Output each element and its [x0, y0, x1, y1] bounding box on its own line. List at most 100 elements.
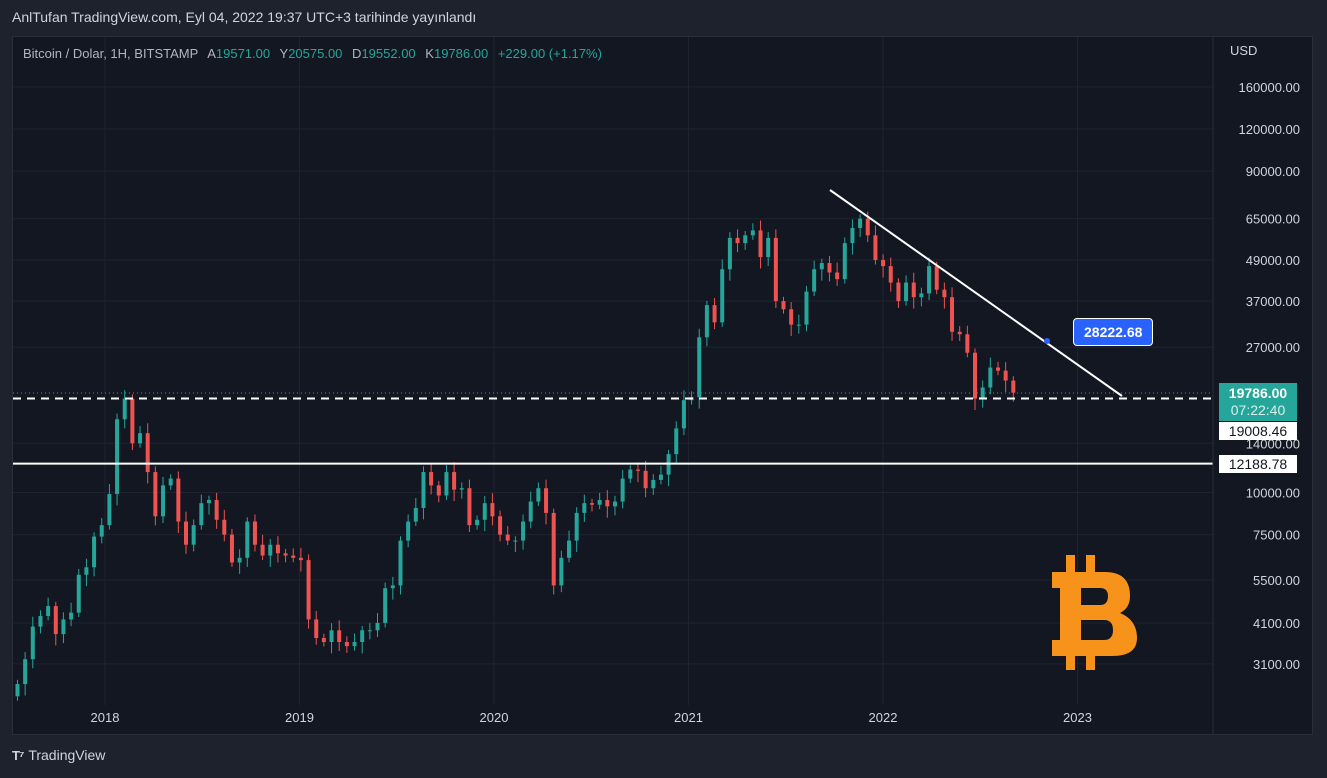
bitcoin-logo [1052, 555, 1137, 670]
candle [781, 296, 786, 314]
candle [367, 623, 372, 640]
current-price-badge: 19786.00 07:22:40 [1219, 383, 1297, 421]
candle [459, 482, 464, 499]
candle [153, 466, 158, 526]
candle [628, 465, 633, 484]
candle [375, 613, 380, 638]
candle [360, 625, 365, 654]
candle [743, 231, 748, 250]
level-1-price-label: 19008.46 [1219, 422, 1297, 440]
candle [260, 534, 265, 561]
candle [130, 394, 135, 451]
candle [521, 514, 526, 550]
trendline-price-label[interactable]: 28222.68 [1073, 318, 1154, 346]
candle [704, 300, 709, 347]
price-tick: 27000.00 [1246, 340, 1300, 355]
current-price: 19786.00 [1228, 385, 1288, 401]
trendline-anchor[interactable] [1044, 338, 1050, 344]
candle [237, 549, 242, 574]
high-value: 20575.00 [288, 46, 343, 61]
low-label: D [352, 46, 362, 61]
candle [773, 229, 778, 308]
tradingview-logo-icon: T⁷ [12, 747, 24, 763]
low-value: 19552.00 [361, 46, 416, 61]
candle [934, 261, 939, 295]
candle [674, 421, 679, 464]
candle [490, 493, 495, 526]
candle [559, 550, 564, 593]
candle [61, 612, 66, 644]
candle [122, 390, 127, 429]
candle [76, 569, 81, 618]
candle [23, 652, 28, 696]
candle [551, 508, 556, 595]
candle [973, 348, 978, 411]
candle [574, 507, 579, 552]
candle [620, 470, 625, 509]
time-tick: 2019 [285, 710, 314, 725]
ohlc-legend: Bitcoin / Dolar, 1H, BITSTAMP A19571.00 … [23, 46, 608, 61]
candle [30, 616, 35, 669]
candle [298, 547, 303, 572]
symbol-name[interactable]: Bitcoin / Dolar, 1H, BITSTAMP [23, 46, 199, 61]
candle [927, 257, 932, 301]
candle [796, 314, 801, 334]
candle [38, 610, 43, 634]
candle [406, 514, 411, 548]
candle [390, 576, 395, 600]
candle [942, 282, 947, 309]
candle [467, 479, 472, 532]
candle [99, 518, 104, 544]
candle [168, 474, 173, 490]
candle [605, 490, 610, 518]
trendline[interactable] [829, 189, 1123, 397]
price-tick: 14000.00 [1246, 436, 1300, 451]
candle [842, 237, 847, 284]
candle [712, 297, 717, 330]
candle [452, 462, 457, 502]
price-tick: 7500.00 [1253, 528, 1300, 543]
close-value: 19786.00 [433, 46, 489, 61]
time-tick: 2021 [674, 710, 703, 725]
candle [1011, 376, 1016, 402]
candle [15, 679, 20, 701]
candle [812, 260, 817, 297]
candle [337, 620, 342, 652]
price-tick: 65000.00 [1246, 212, 1300, 227]
candle [651, 474, 656, 495]
candle [321, 633, 326, 647]
candle [199, 494, 204, 530]
candle [567, 530, 572, 563]
candle [413, 498, 418, 527]
candle [291, 548, 296, 563]
candle [184, 511, 189, 554]
candle [681, 390, 686, 436]
candle [850, 219, 855, 255]
candle [475, 515, 480, 530]
candle [666, 449, 671, 487]
price-tick: 10000.00 [1246, 486, 1300, 501]
change-value: +229.00 (+1.17%) [497, 46, 602, 61]
price-tick: 4100.00 [1253, 616, 1300, 631]
candle [827, 255, 832, 282]
candle [544, 479, 549, 525]
candle [720, 259, 725, 327]
price-tick: 37000.00 [1246, 294, 1300, 309]
level-2-price-label: 12188.78 [1219, 455, 1297, 473]
candle [398, 536, 403, 595]
time-tick: 2020 [480, 710, 509, 725]
candle [904, 275, 909, 306]
open-label: A [207, 46, 216, 61]
time-tick: 2018 [91, 710, 120, 725]
candle [482, 496, 487, 532]
candle [306, 554, 311, 629]
candle [53, 601, 58, 646]
candle [421, 466, 426, 520]
candle [498, 510, 503, 542]
candle [505, 526, 510, 546]
candle [329, 623, 334, 654]
candle [138, 426, 143, 448]
candle [758, 220, 763, 269]
footer-brand[interactable]: T⁷ TradingView [12, 747, 105, 763]
